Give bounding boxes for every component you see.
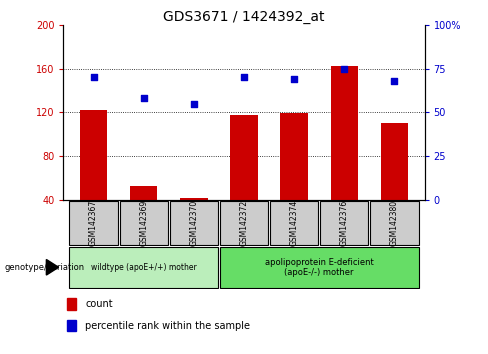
Bar <box>69 201 118 245</box>
Point <box>341 66 348 72</box>
Text: wildtype (apoE+/+) mother: wildtype (apoE+/+) mother <box>91 263 197 272</box>
Bar <box>370 201 419 245</box>
Point <box>290 76 298 82</box>
Bar <box>320 201 368 245</box>
Text: GSM142376: GSM142376 <box>340 200 349 246</box>
Text: GSM142367: GSM142367 <box>89 200 98 246</box>
Bar <box>281 114 308 200</box>
Bar <box>170 201 218 245</box>
Bar <box>330 67 358 200</box>
Title: GDS3671 / 1424392_at: GDS3671 / 1424392_at <box>163 10 325 24</box>
Bar <box>220 201 268 245</box>
Bar <box>69 247 218 288</box>
Bar <box>130 186 158 200</box>
Bar <box>120 201 168 245</box>
Bar <box>381 123 408 200</box>
Text: genotype/variation: genotype/variation <box>5 263 85 272</box>
Text: GSM142369: GSM142369 <box>139 200 148 246</box>
Point <box>140 96 147 101</box>
Polygon shape <box>46 259 59 275</box>
Bar <box>67 298 76 309</box>
Bar <box>220 247 419 288</box>
Text: apolipoprotein E-deficient
(apoE-/-) mother: apolipoprotein E-deficient (apoE-/-) mot… <box>265 258 374 277</box>
Text: percentile rank within the sample: percentile rank within the sample <box>85 321 250 331</box>
Bar <box>270 201 318 245</box>
Point <box>90 74 98 80</box>
Bar <box>80 110 107 200</box>
Text: GSM142370: GSM142370 <box>189 200 198 246</box>
Point <box>190 101 198 107</box>
Text: GSM142372: GSM142372 <box>240 200 248 246</box>
Bar <box>180 198 207 200</box>
Point <box>390 78 398 84</box>
Bar <box>67 320 76 331</box>
Text: GSM142374: GSM142374 <box>290 200 299 246</box>
Text: GSM142380: GSM142380 <box>390 200 399 246</box>
Bar <box>230 115 258 200</box>
Text: count: count <box>85 299 113 309</box>
Point <box>240 74 248 80</box>
